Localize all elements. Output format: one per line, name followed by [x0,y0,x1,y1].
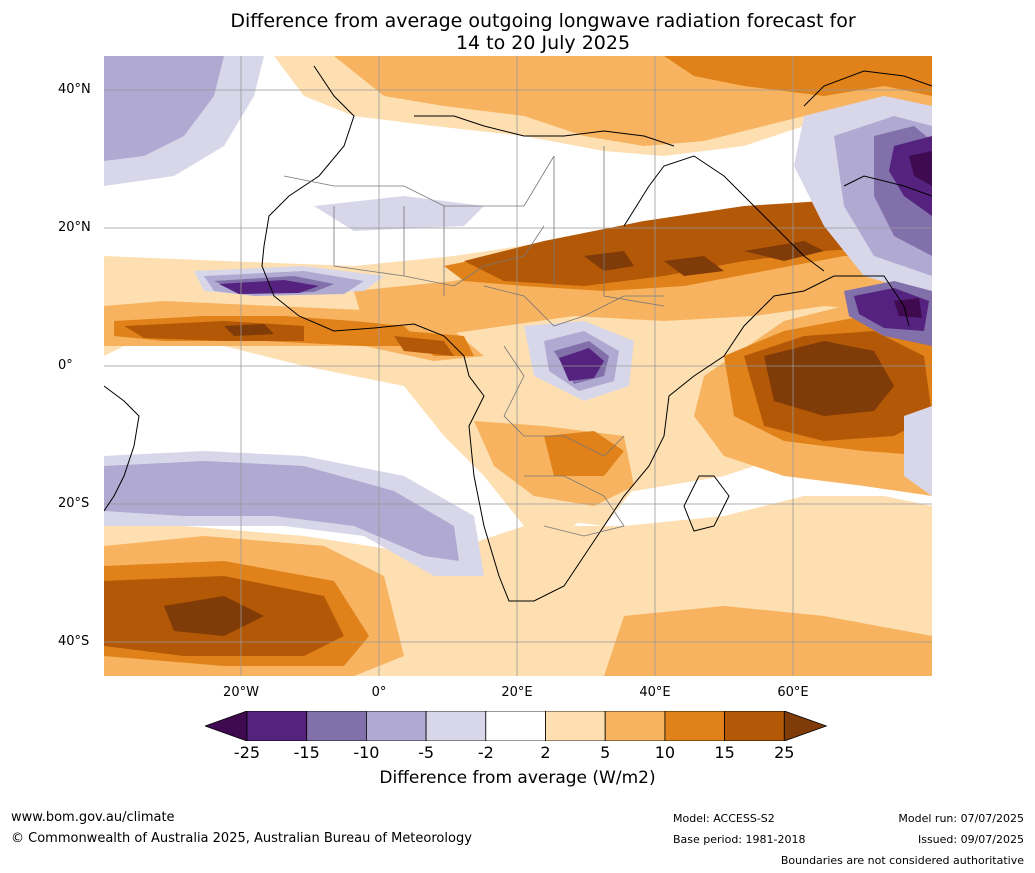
issued-text: Issued: 09/07/2025 [917,833,1024,846]
colorbar-arrow-high [783,711,828,741]
anomaly-fill-darkest-brown [164,241,894,636]
lon-label-20w: 20°W [223,685,259,700]
colorbar-tick-label: 25 [774,743,795,762]
colorbar-tick-label: -10 [353,743,380,762]
colorbar-tick-label: -5 [418,743,435,762]
map-title: Difference from average outgoing longwav… [120,10,966,54]
anomaly-fill-deep-purple [219,136,932,381]
lat-label-0: 0° [58,358,73,373]
colorbar-swatch [306,711,367,741]
colorbar-swatch [246,711,308,741]
colorbar-tick-label: 5 [600,743,611,762]
country-boundaries [283,146,665,537]
colorbar-tick-label: -15 [293,743,320,762]
lat-label-20n: 20°N [58,220,91,235]
lon-label-0: 0° [371,685,387,700]
anomaly-fill-extreme-purple [894,151,932,318]
model-text: Model: ACCESS-S2 [673,812,775,825]
title-line-1: Difference from average outgoing longwav… [230,10,856,32]
colorbar-swatch [425,711,487,741]
colorbar-swatch [485,711,546,741]
base-period-text: Base period: 1981-2018 [673,833,806,846]
colorbar-tick-label: -2 [477,743,494,762]
model-run-text: Model run: 07/07/2025 [898,812,1024,825]
colorbar-tick-label: 10 [654,743,676,762]
lat-label-20s: 20°S [58,496,90,511]
colorbar-swatch [724,711,785,741]
olr-anomaly-map [104,56,932,676]
lon-label-20e: 20°E [501,685,533,700]
lat-label-40s: 40°S [58,634,90,649]
lat-label-40n: 40°N [58,82,91,97]
colorbar-tick-label: 2 [540,743,551,762]
colorbar-label: Difference from average (W/m2) [379,768,656,788]
disclaimer-text: Boundaries are not considered authoritat… [780,854,1024,867]
graticule [104,56,932,676]
colorbar [205,711,828,741]
lon-label-40e: 40°E [639,685,671,700]
lon-label-60e: 60°E [777,685,809,700]
map-svg [104,56,932,676]
colorbar-tick-label: 15 [714,743,735,762]
copyright-text: © Commonwealth of Australia 2025, Austra… [11,831,472,846]
coastline [104,65,932,602]
title-line-2: 14 to 20 July 2025 [455,32,631,54]
colorbar-swatch [664,711,725,741]
colorbar-tick-label: -25 [233,743,261,762]
website-link[interactable]: www.bom.gov.au/climate [11,810,175,825]
colorbar-swatch [365,711,427,741]
colorbar-arrow-low [205,711,248,741]
colorbar-swatch [545,711,606,741]
colorbar-swatch [604,711,666,741]
